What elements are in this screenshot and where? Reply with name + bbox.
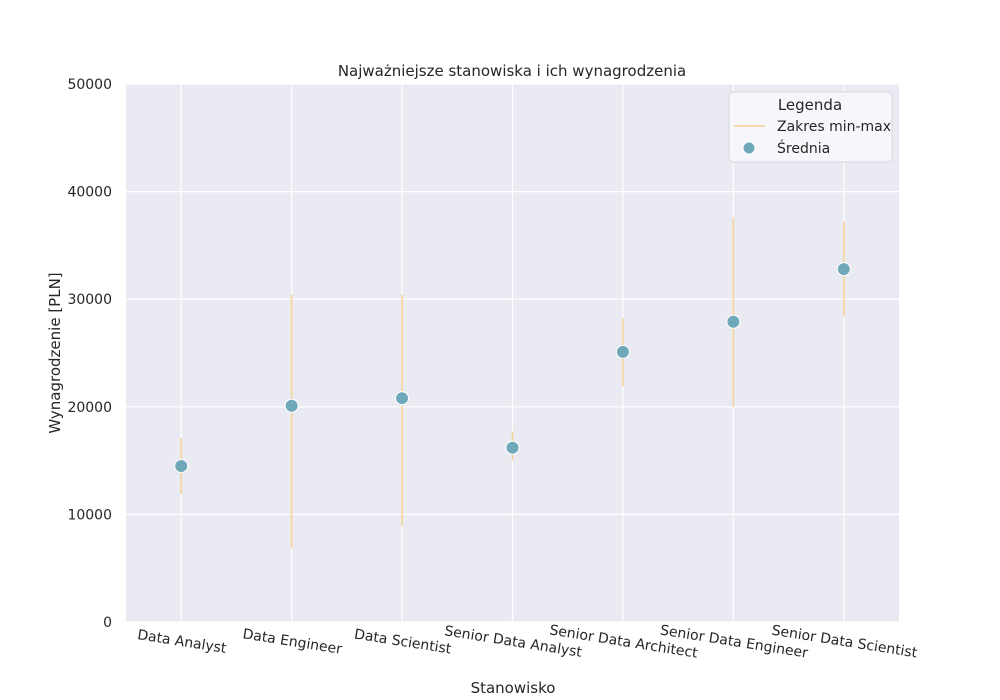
x-tick-label: Data Scientist bbox=[353, 626, 453, 657]
legend-mean-swatch bbox=[742, 141, 756, 155]
y-axis-label: Wynagrodzenie [PLN] bbox=[46, 272, 64, 433]
mean-point bbox=[505, 440, 520, 455]
mean-markers bbox=[174, 262, 851, 473]
mean-point bbox=[174, 458, 189, 473]
x-tick-label: Data Analyst bbox=[136, 627, 228, 657]
legend-range-label: Zakres min-max bbox=[777, 119, 891, 135]
y-tick-label: 0 bbox=[103, 615, 112, 631]
y-tick-label: 10000 bbox=[67, 507, 112, 523]
y-axis-ticks: 0 10000 20000 30000 40000 50000 bbox=[67, 77, 112, 631]
mean-point bbox=[615, 344, 630, 359]
x-tick-label: Data Engineer bbox=[242, 626, 344, 658]
y-tick-label: 20000 bbox=[67, 400, 112, 416]
y-tick-label: 30000 bbox=[67, 292, 112, 308]
x-axis-ticks: Data Analyst Data Engineer Data ScientistS… bbox=[136, 622, 919, 661]
mean-point bbox=[395, 391, 410, 406]
chart-title: Najważniejsze stanowiska i ich wynagrodz… bbox=[338, 62, 686, 80]
legend-mean-label: Średnia bbox=[777, 139, 830, 157]
mean-point bbox=[284, 398, 299, 413]
x-axis-label: Stanowisko bbox=[471, 679, 556, 697]
y-tick-label: 40000 bbox=[67, 185, 112, 201]
legend-box bbox=[728, 91, 893, 163]
mean-point bbox=[836, 262, 851, 277]
legend-title: Legenda bbox=[778, 96, 842, 114]
legend: Legenda Zakres min-max Średnia bbox=[728, 91, 893, 163]
mean-point bbox=[726, 314, 741, 329]
y-tick-label: 50000 bbox=[67, 77, 112, 93]
